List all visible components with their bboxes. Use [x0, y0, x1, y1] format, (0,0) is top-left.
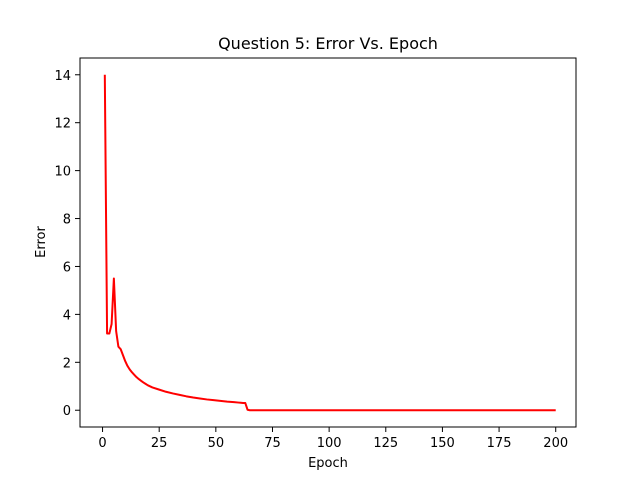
x-tick-label: 0	[98, 436, 106, 451]
y-tick-label: 6	[63, 260, 71, 275]
x-tick-label: 150	[430, 436, 455, 451]
x-tick-label: 25	[151, 436, 168, 451]
y-axis-label: Error	[34, 226, 49, 258]
y-tick-label: 12	[54, 117, 71, 132]
x-tick-label: 175	[487, 436, 512, 451]
y-tick-label: 0	[63, 404, 71, 419]
x-tick-label: 75	[264, 436, 281, 451]
y-tick-label: 10	[54, 165, 71, 180]
x-axis-label: Epoch	[308, 456, 348, 471]
y-tick-label: 14	[54, 69, 71, 84]
error-series-line	[103, 74, 556, 412]
y-tick-label: 2	[63, 356, 71, 371]
axes-frame	[79, 57, 577, 428]
x-tick-label: 125	[373, 436, 398, 451]
x-axis: 0 25 50 75 100 125 150 175 200	[98, 427, 568, 451]
x-tick-label: 50	[208, 436, 225, 451]
y-tick-label: 8	[63, 213, 71, 228]
x-tick-label: 100	[317, 436, 342, 451]
chart-title: Question 5: Error Vs. Epoch	[218, 34, 438, 53]
y-axis: 0 2 4 6 8 10 12 14	[54, 69, 80, 419]
x-tick-label: 200	[543, 436, 568, 451]
plot-area	[103, 74, 556, 412]
y-tick-label: 4	[63, 308, 71, 323]
